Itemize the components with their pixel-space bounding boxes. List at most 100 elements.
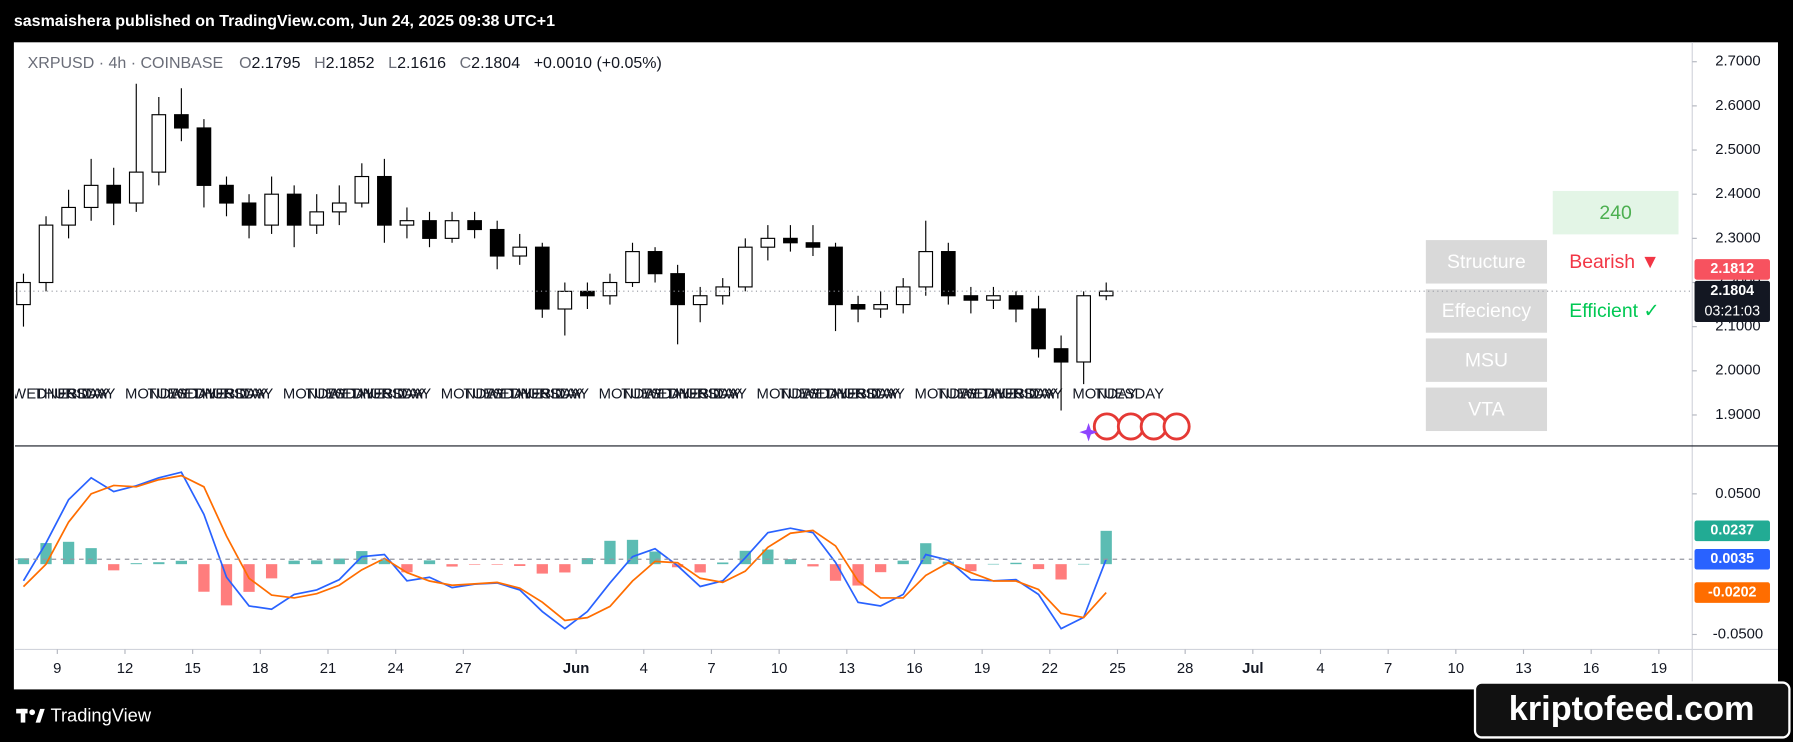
x-tick-label: 13 xyxy=(1515,661,1532,677)
flag-icon xyxy=(1162,412,1191,441)
histogram-bar xyxy=(62,541,75,565)
histogram-bar xyxy=(1032,564,1045,570)
histogram-bar xyxy=(17,558,30,565)
session-label: THURSDAY xyxy=(35,386,116,402)
histogram-bar xyxy=(559,564,571,573)
histogram-bar xyxy=(1100,530,1112,565)
candle-body xyxy=(467,220,482,231)
x-tick-label: 4 xyxy=(1316,661,1324,677)
x-tick-label: 19 xyxy=(1651,661,1668,677)
candle-body xyxy=(783,237,798,244)
logo-part xyxy=(20,708,26,723)
price-tag xyxy=(1694,280,1770,323)
y-tick-label: 0.0500 xyxy=(1715,486,1760,502)
session-label: TUESDAY xyxy=(148,386,217,402)
session-label: TUESDAY xyxy=(621,386,690,402)
ohlc-value: 2.1616 xyxy=(397,55,446,72)
candle-body xyxy=(828,246,843,306)
brand-name[interactable]: TradingView xyxy=(50,705,151,726)
x-tick-label: 28 xyxy=(1177,661,1194,677)
candle-body xyxy=(760,237,776,248)
session-label: THURSDAY xyxy=(193,386,274,402)
y-tick-label: 2.1000 xyxy=(1715,319,1760,335)
ohlc-name: C xyxy=(460,55,472,72)
ohlc-value: 2.1852 xyxy=(326,55,375,72)
session-label: WEDNESDAY xyxy=(170,386,265,402)
histogram-bar xyxy=(987,563,1000,565)
candle-body xyxy=(873,304,888,310)
session-label: WEDNESDAY xyxy=(12,386,107,402)
session-label: WEDNESDAY xyxy=(960,386,1055,402)
candle-body xyxy=(151,114,167,173)
histogram-bar xyxy=(130,563,142,565)
histogram-bar xyxy=(333,558,345,565)
x-tick-label: 16 xyxy=(906,661,923,677)
candle-body xyxy=(692,295,708,306)
x-tick-label: Jul xyxy=(1242,661,1263,677)
session-label: MONDAY xyxy=(441,386,505,402)
histogram-bar xyxy=(1010,562,1022,565)
symbol-legend: XRPUSD · 4h · COINBASE O2.1795 H2.1852 L… xyxy=(28,55,662,72)
session-label: MONDAY xyxy=(757,386,821,402)
histogram-bar xyxy=(311,560,323,565)
histogram-bar xyxy=(807,564,819,567)
x-tick-label: 27 xyxy=(455,661,472,677)
value-tag-label: -0.0202 xyxy=(1708,584,1756,600)
x-tick-label: 25 xyxy=(1109,661,1126,677)
price-tag-label: 2.1804 xyxy=(1710,283,1754,299)
session-label: THURSDAY xyxy=(824,386,905,402)
histogram-bar xyxy=(423,560,436,565)
candle-body xyxy=(1008,295,1024,310)
candle-body xyxy=(241,202,257,226)
session-label: TUESDAY xyxy=(1095,386,1164,402)
logo-part xyxy=(35,708,45,723)
ohlc-name: L xyxy=(388,55,397,72)
session-label: THURSDAY xyxy=(666,386,747,402)
session-label: FRIDAY xyxy=(215,386,268,402)
x-tick-label: 12 xyxy=(117,661,134,677)
y-tick-label: 2.3000 xyxy=(1715,230,1760,246)
x-tick-label: 7 xyxy=(707,661,715,677)
price-tag-label: 2.1812 xyxy=(1710,261,1754,277)
session-label: THURSDAY xyxy=(508,386,589,402)
sparkle-icon xyxy=(1079,423,1098,442)
x-tick-label: 21 xyxy=(320,661,337,677)
histogram-bar xyxy=(288,560,300,565)
event-flags xyxy=(1079,412,1191,442)
session-label: FRIDAY xyxy=(689,386,742,402)
session-label: MONDAY xyxy=(283,386,347,402)
histogram-bar xyxy=(108,564,120,571)
y-tick-label: -0.0500 xyxy=(1713,626,1763,642)
session-label: WEDNESDAY xyxy=(802,386,897,402)
y-tick-label: 1.9000 xyxy=(1715,407,1760,423)
histogram-bar xyxy=(581,558,594,565)
value-tag xyxy=(1694,582,1770,603)
session-label: TUESDAY xyxy=(463,386,532,402)
session-label: MONDAY xyxy=(1072,386,1136,402)
y-tick-label: 2.4000 xyxy=(1715,186,1760,202)
x-tick-label: 24 xyxy=(387,661,404,677)
candle-body xyxy=(264,193,279,226)
flag-icon xyxy=(1116,412,1145,441)
candle-body xyxy=(354,175,370,204)
candle-body xyxy=(805,242,821,248)
histogram-bar xyxy=(491,564,503,565)
table-label-cell xyxy=(1425,387,1548,432)
session-label: MONDAY xyxy=(125,386,189,402)
histogram-bar xyxy=(852,564,864,586)
session-label: WEDNESDAY xyxy=(644,386,739,402)
timeframe-cell xyxy=(1552,190,1679,235)
session-label: THURSDAY xyxy=(982,386,1063,402)
ohlc-name: O xyxy=(239,55,251,72)
session-label: THURSDAY xyxy=(351,386,432,402)
x-tick-label: 9 xyxy=(53,661,61,677)
value-tag xyxy=(1694,520,1770,542)
histogram-bar xyxy=(604,540,616,565)
session-label: WEDNESDAY xyxy=(486,386,581,402)
table-label-cell xyxy=(1425,240,1548,284)
macd-line xyxy=(22,474,1107,622)
session-label: TUESDAY xyxy=(937,386,1006,402)
y-tick-label: 2.0000 xyxy=(1715,363,1760,379)
candle-body xyxy=(1076,295,1091,363)
